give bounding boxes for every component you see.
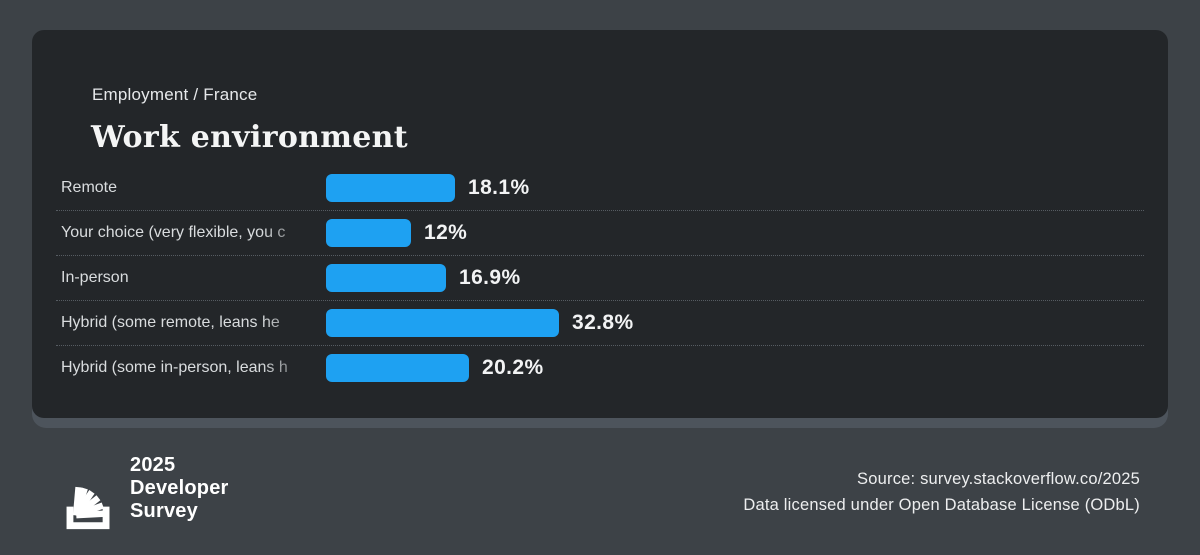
brand-year: 2025 bbox=[130, 454, 176, 476]
chart-row: In-person 16.9% bbox=[56, 255, 1144, 300]
chart-row: Remote 18.1% bbox=[56, 165, 1144, 210]
bar bbox=[326, 264, 446, 292]
bar-value: 20.2% bbox=[482, 356, 544, 379]
brand: 2025 Developer Survey bbox=[60, 451, 229, 532]
bar-value: 32.8% bbox=[572, 311, 634, 334]
chart-card: Employment / France Work environment Rem… bbox=[32, 30, 1168, 418]
chart-title: Work environment bbox=[91, 120, 408, 155]
stackoverflow-logo-icon bbox=[66, 486, 110, 530]
breadcrumb: Employment / France bbox=[92, 85, 258, 104]
chart-row: Hybrid (some remote, leans he 32.8% bbox=[56, 300, 1144, 345]
bar bbox=[326, 309, 559, 337]
brand-line-developer: Developer bbox=[130, 477, 229, 499]
row-label: Hybrid (some remote, leans he bbox=[61, 314, 280, 331]
chart-row: Your choice (very flexible, you c 12% bbox=[56, 210, 1144, 255]
bar-chart: Remote 18.1% Your choice (very flexible,… bbox=[56, 165, 1144, 390]
source-attribution: Source: survey.stackoverflow.co/2025 Dat… bbox=[743, 466, 1140, 518]
row-label: In-person bbox=[61, 269, 129, 286]
row-label: Remote bbox=[61, 178, 118, 196]
footer: 2025 Developer Survey Source: survey.sta… bbox=[0, 428, 1200, 555]
chart-card-shelf: Employment / France Work environment Rem… bbox=[32, 30, 1168, 428]
bar-value: 12% bbox=[424, 221, 468, 244]
bar-value: 18.1% bbox=[468, 175, 530, 199]
bar bbox=[326, 354, 469, 382]
source-line: Source: survey.stackoverflow.co/2025 bbox=[857, 469, 1140, 488]
license-line: Data licensed under Open Database Licens… bbox=[743, 495, 1140, 514]
row-label: Hybrid (some in-person, leans h bbox=[61, 359, 288, 376]
chart-row: Hybrid (some in-person, leans h 20.2% bbox=[56, 345, 1144, 390]
row-label: Your choice (very flexible, you c bbox=[61, 224, 286, 241]
brand-line-survey: Survey bbox=[130, 500, 198, 522]
bar bbox=[326, 219, 411, 247]
bar-value: 16.9% bbox=[459, 266, 521, 289]
brand-text: 2025 Developer Survey bbox=[130, 451, 229, 523]
bar bbox=[326, 173, 455, 202]
